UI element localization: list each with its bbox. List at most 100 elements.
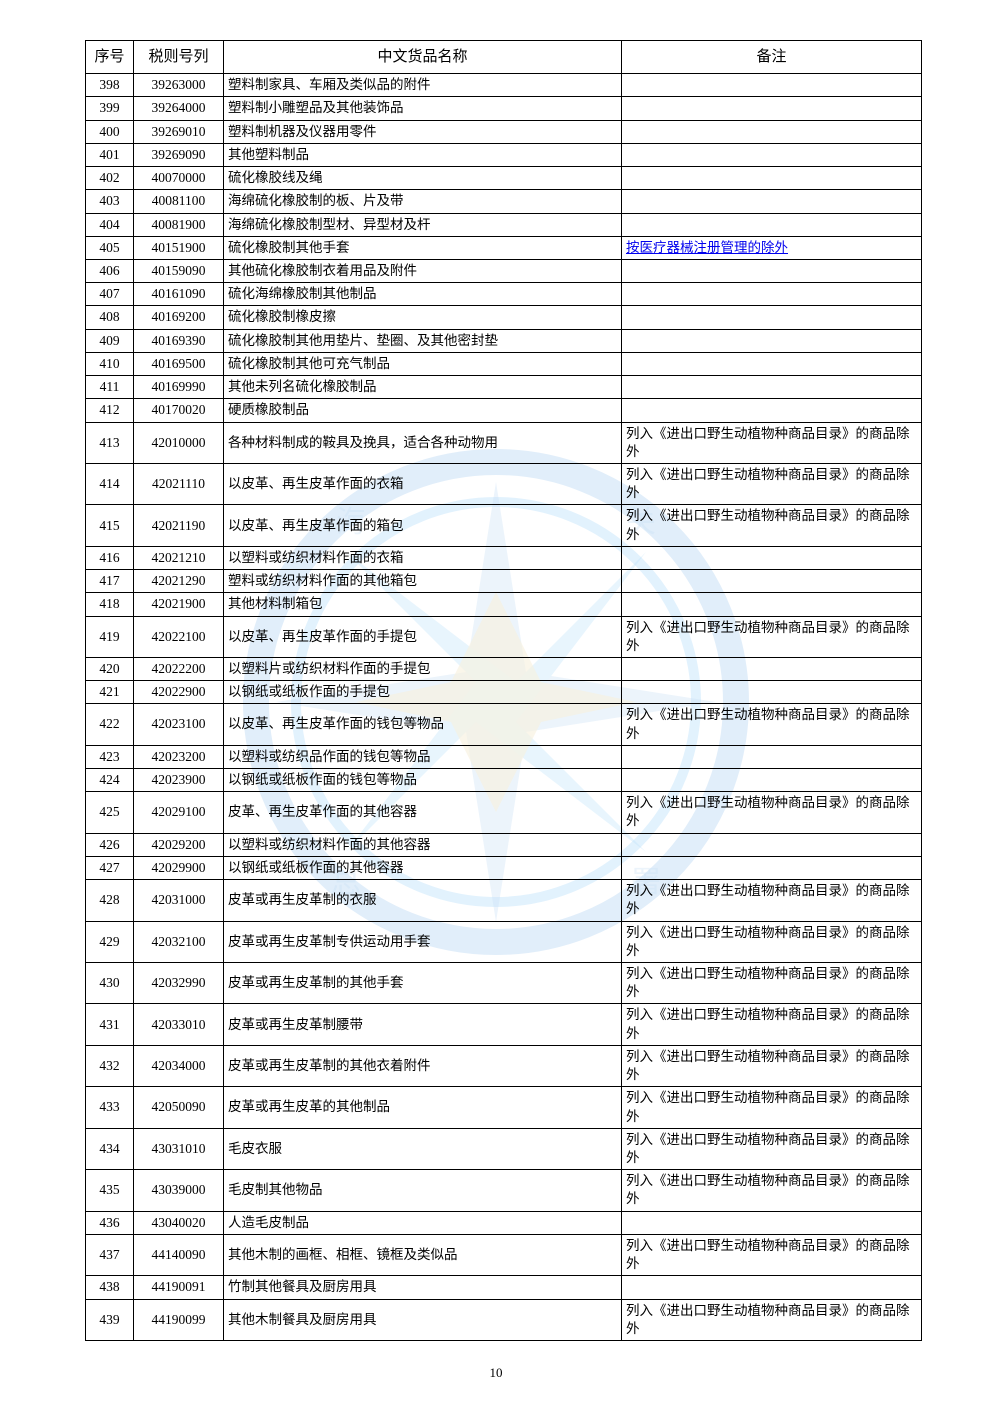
cell-remark: 列入《进出口野生动植物种商品目录》的商品除外	[622, 1299, 922, 1340]
table-row: 42942032100皮革或再生皮革制专供运动用手套列入《进出口野生动植物种商品…	[86, 921, 922, 962]
cell-name: 皮革、再生皮革作面的其他容器	[224, 792, 622, 833]
table-row: 40740161090硫化海绵橡胶制其他制品	[86, 283, 922, 306]
page-number: 10	[0, 1365, 992, 1381]
cell-seq: 399	[86, 97, 134, 120]
cell-name: 其他塑料制品	[224, 143, 622, 166]
cell-code: 42032990	[134, 963, 224, 1004]
cell-seq: 404	[86, 213, 134, 236]
table-body: 39839263000塑料制家具、车厢及类似品的附件39939264000塑料制…	[86, 74, 922, 1341]
col-header-remark: 备注	[622, 41, 922, 74]
table-row: 40840169200硫化橡胶制橡皮擦	[86, 306, 922, 329]
cell-seq: 408	[86, 306, 134, 329]
remark-link[interactable]: 按医疗器械注册管理的除外	[626, 240, 788, 255]
cell-code: 39264000	[134, 97, 224, 120]
table-row: 42042022200以塑料片或纺织材料作面的手提包	[86, 657, 922, 680]
cell-code: 42029100	[134, 792, 224, 833]
table-row: 40540151900硫化橡胶制其他手套按医疗器械注册管理的除外	[86, 236, 922, 259]
cell-name: 以钢纸或纸板作面的手提包	[224, 681, 622, 704]
cell-name: 硫化海绵橡胶制其他制品	[224, 283, 622, 306]
table-row: 41342010000各种材料制成的鞍具及挽具，适合各种动物用列入《进出口野生动…	[86, 422, 922, 463]
cell-remark	[622, 833, 922, 856]
cell-seq: 422	[86, 704, 134, 745]
cell-name: 各种材料制成的鞍具及挽具，适合各种动物用	[224, 422, 622, 463]
cell-code: 40170020	[134, 399, 224, 422]
cell-remark	[622, 1276, 922, 1299]
cell-remark	[622, 856, 922, 879]
cell-code: 42023100	[134, 704, 224, 745]
table-row: 41442021110以皮革、再生皮革作面的衣箱列入《进出口野生动植物种商品目录…	[86, 463, 922, 504]
cell-code: 40081900	[134, 213, 224, 236]
cell-remark	[622, 546, 922, 569]
cell-name: 竹制其他餐具及厨房用具	[224, 1276, 622, 1299]
cell-code: 42022100	[134, 616, 224, 657]
cell-code: 40161090	[134, 283, 224, 306]
cell-remark	[622, 190, 922, 213]
cell-code: 43039000	[134, 1170, 224, 1211]
cell-code: 40081100	[134, 190, 224, 213]
cell-remark: 列入《进出口野生动植物种商品目录》的商品除外	[622, 792, 922, 833]
cell-seq: 427	[86, 856, 134, 879]
cell-seq: 403	[86, 190, 134, 213]
cell-remark	[622, 769, 922, 792]
table-row: 43844190091竹制其他餐具及厨房用具	[86, 1276, 922, 1299]
cell-remark: 列入《进出口野生动植物种商品目录》的商品除外	[622, 963, 922, 1004]
table-row: 39939264000塑料制小雕塑品及其他装饰品	[86, 97, 922, 120]
cell-remark	[622, 167, 922, 190]
table-row: 42542029100皮革、再生皮革作面的其他容器列入《进出口野生动植物种商品目…	[86, 792, 922, 833]
table-row: 43443031010毛皮衣服列入《进出口野生动植物种商品目录》的商品除外	[86, 1128, 922, 1169]
cell-code: 42021110	[134, 463, 224, 504]
cell-name: 以钢纸或纸板作面的钱包等物品	[224, 769, 622, 792]
col-header-name: 中文货品名称	[224, 41, 622, 74]
cell-remark	[622, 306, 922, 329]
cell-code: 42050090	[134, 1087, 224, 1128]
cell-seq: 432	[86, 1045, 134, 1086]
cell-remark: 列入《进出口野生动植物种商品目录》的商品除外	[622, 1004, 922, 1045]
table-row: 41240170020硬质橡胶制品	[86, 399, 922, 422]
cell-name: 人造毛皮制品	[224, 1211, 622, 1234]
cell-name: 其他木制的画框、相框、镜框及类似品	[224, 1234, 622, 1275]
cell-code: 39269090	[134, 143, 224, 166]
cell-remark	[622, 745, 922, 768]
cell-remark	[622, 120, 922, 143]
cell-remark: 列入《进出口野生动植物种商品目录》的商品除外	[622, 463, 922, 504]
cell-code: 40169390	[134, 329, 224, 352]
cell-remark	[622, 593, 922, 616]
cell-code: 42021900	[134, 593, 224, 616]
table-row: 42642029200以塑料或纺织材料作面的其他容器	[86, 833, 922, 856]
col-header-code: 税则号列	[134, 41, 224, 74]
cell-code: 42031000	[134, 880, 224, 921]
table-row: 40440081900海绵硫化橡胶制型材、异型材及杆	[86, 213, 922, 236]
cell-name: 以塑料片或纺织材料作面的手提包	[224, 657, 622, 680]
cell-name: 皮革或再生皮革的其他制品	[224, 1087, 622, 1128]
cell-remark	[622, 329, 922, 352]
cell-seq: 409	[86, 329, 134, 352]
cell-seq: 410	[86, 352, 134, 375]
cell-name: 硫化橡胶制其他手套	[224, 236, 622, 259]
cell-name: 其他材料制箱包	[224, 593, 622, 616]
cell-code: 40151900	[134, 236, 224, 259]
cell-code: 42010000	[134, 422, 224, 463]
cell-code: 42023200	[134, 745, 224, 768]
table-row: 41542021190以皮革、再生皮革作面的箱包列入《进出口野生动植物种商品目录…	[86, 505, 922, 546]
cell-name: 以塑料或纺织材料作面的其他容器	[224, 833, 622, 856]
cell-remark	[622, 143, 922, 166]
cell-remark: 列入《进出口野生动植物种商品目录》的商品除外	[622, 1087, 922, 1128]
cell-name: 塑料或纺织材料作面的其他箱包	[224, 570, 622, 593]
cell-code: 42022200	[134, 657, 224, 680]
cell-seq: 430	[86, 963, 134, 1004]
cell-seq: 426	[86, 833, 134, 856]
cell-remark: 列入《进出口野生动植物种商品目录》的商品除外	[622, 704, 922, 745]
cell-remark	[622, 376, 922, 399]
cell-seq: 401	[86, 143, 134, 166]
table-row: 41842021900其他材料制箱包	[86, 593, 922, 616]
cell-name: 其他未列名硫化橡胶制品	[224, 376, 622, 399]
cell-remark	[622, 213, 922, 236]
cell-seq: 415	[86, 505, 134, 546]
cell-code: 42021290	[134, 570, 224, 593]
cell-seq: 407	[86, 283, 134, 306]
cell-remark	[622, 97, 922, 120]
cell-code: 42021210	[134, 546, 224, 569]
table-row: 40640159090其他硫化橡胶制衣着用品及附件	[86, 260, 922, 283]
cell-remark: 列入《进出口野生动植物种商品目录》的商品除外	[622, 1170, 922, 1211]
cell-seq: 438	[86, 1276, 134, 1299]
